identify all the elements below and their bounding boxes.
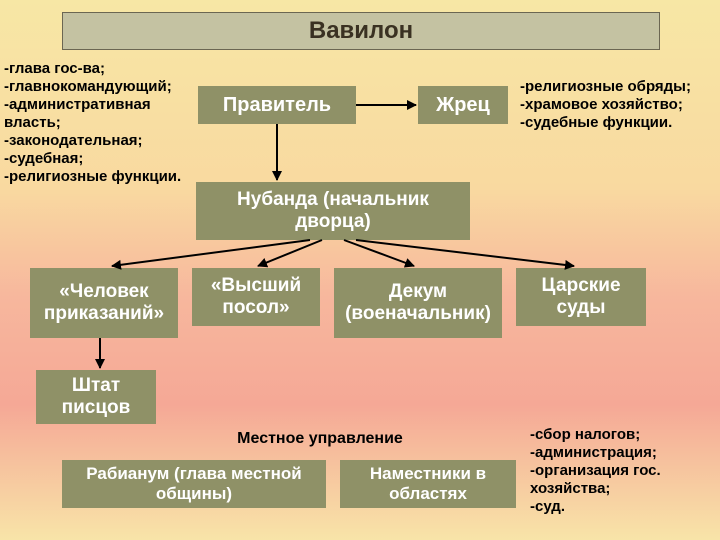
bullet-line: -администрация; <box>530 444 661 462</box>
bullets-local-functions: -сбор налогов;-администрация;-организаци… <box>530 426 661 516</box>
node-courts-label: Царские суды <box>520 275 642 319</box>
bullet-line: -религиозные функции. <box>4 168 181 186</box>
bullet-line: -организация гос. <box>530 462 661 480</box>
diagram-stage: Вавилон Правитель Жрец Нубанда (начальни… <box>0 0 720 540</box>
node-envoy-label: «Высший посол» <box>196 275 316 319</box>
node-orders: «Человек приказаний» <box>30 268 178 338</box>
title-text: Вавилон <box>309 17 413 45</box>
bullet-line: -сбор налогов; <box>530 426 661 444</box>
bullets-priest-functions: -религиозные обряды;-храмовое хозяйство;… <box>520 78 691 132</box>
bullet-line: хозяйства; <box>530 480 661 498</box>
bullet-line: -храмовое хозяйство; <box>520 96 691 114</box>
node-staff-label: Штат писцов <box>40 375 152 419</box>
bullet-line: -главнокомандующий; <box>4 78 181 96</box>
bullet-line: власть; <box>4 114 181 132</box>
node-nubanda-label: Нубанда (начальник дворца) <box>200 189 466 233</box>
node-governors-label: Наместники в областях <box>344 464 512 503</box>
bullet-line: -административная <box>4 96 181 114</box>
bullet-line: -глава гос-ва; <box>4 60 181 78</box>
node-priest: Жрец <box>418 86 508 124</box>
arrow <box>112 240 310 266</box>
bullet-line: -религиозные обряды; <box>520 78 691 96</box>
bullet-line: -законодательная; <box>4 132 181 150</box>
subheading-local-gov: Местное управление <box>210 430 430 448</box>
arrow <box>356 240 574 266</box>
arrow <box>344 240 414 266</box>
node-courts: Царские суды <box>516 268 646 326</box>
node-priest-label: Жрец <box>436 94 490 117</box>
node-staff: Штат писцов <box>36 370 156 424</box>
bullet-line: -судебная; <box>4 150 181 168</box>
node-ruler-label: Правитель <box>223 94 331 117</box>
node-nubanda: Нубанда (начальник дворца) <box>196 182 470 240</box>
bullet-line: -суд. <box>530 498 661 516</box>
bullets-ruler-functions: -глава гос-ва;-главнокомандующий;-админи… <box>4 60 181 186</box>
node-dekum: Декум (военачальник) <box>334 268 502 338</box>
node-ruler: Правитель <box>198 86 356 124</box>
title-bar: Вавилон <box>62 12 660 50</box>
node-envoy: «Высший посол» <box>192 268 320 326</box>
subheading-text: Местное управление <box>237 430 403 447</box>
bullet-line: -судебные функции. <box>520 114 691 132</box>
node-governors: Наместники в областях <box>340 460 516 508</box>
arrow <box>258 240 322 266</box>
node-rabianum-label: Рабианум (глава местной общины) <box>66 464 322 503</box>
node-dekum-label: Декум (военачальник) <box>338 281 498 325</box>
node-orders-label: «Человек приказаний» <box>34 281 174 325</box>
node-rabianum: Рабианум (глава местной общины) <box>62 460 326 508</box>
